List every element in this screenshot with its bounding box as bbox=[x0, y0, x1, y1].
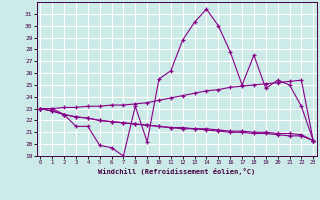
X-axis label: Windchill (Refroidissement éolien,°C): Windchill (Refroidissement éolien,°C) bbox=[98, 168, 255, 175]
